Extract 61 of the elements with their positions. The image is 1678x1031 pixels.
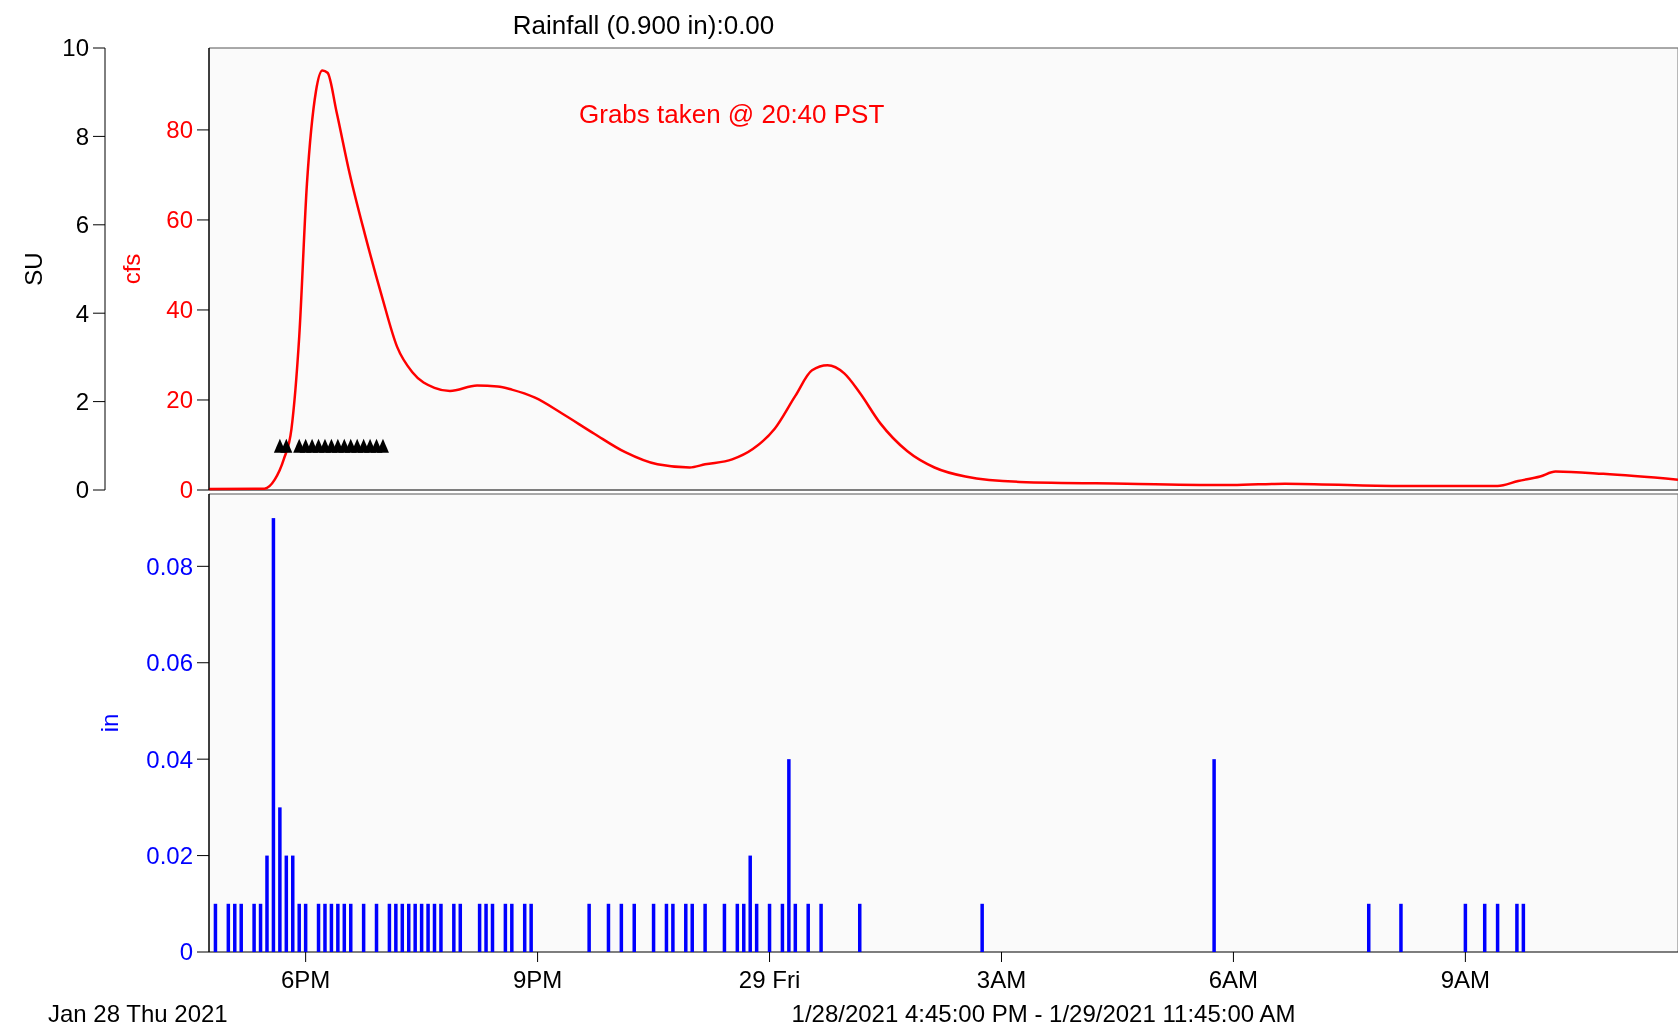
bar: [239, 903, 243, 952]
chart-title: Rainfall (0.900 in):0.00: [512, 10, 775, 40]
y2-tick-label: 6: [75, 211, 89, 239]
x-axis-title: 1/28/2021 4:45:00 PM - 1/29/2021 11:45:00 AM: [791, 1000, 1296, 1027]
y-tick-label: 20: [166, 386, 193, 414]
annotation: Grabs taken @ 20:40 PST: [579, 99, 885, 129]
y-tick-label: 0.04: [146, 745, 193, 773]
bar: [265, 855, 269, 952]
bar: [1399, 903, 1403, 952]
bar: [690, 903, 694, 952]
bar: [252, 903, 256, 952]
bar: [439, 903, 443, 952]
bar: [671, 903, 675, 952]
y2-tick-label: 2: [75, 388, 89, 415]
x-tick-label: 9PM: [512, 966, 563, 993]
bar: [787, 759, 791, 952]
bar: [980, 903, 984, 952]
y-tick-label: 0: [179, 476, 193, 504]
bar: [587, 903, 591, 952]
x-tick-label: 3AM: [976, 966, 1027, 993]
bar: [323, 903, 327, 952]
bar: [484, 903, 488, 952]
y-tick-label: 0: [179, 938, 193, 966]
y-axis-title: cfs: [118, 253, 145, 285]
y-tick-label: 40: [166, 296, 193, 324]
bar: [413, 903, 417, 952]
bar: [278, 807, 282, 952]
bar: [703, 903, 707, 952]
y2-tick-label: 0: [75, 476, 89, 504]
bar: [819, 903, 823, 952]
bar: [806, 903, 810, 952]
y-axis-title: in: [96, 713, 123, 733]
bar: [684, 903, 688, 952]
bar: [632, 903, 636, 952]
y-tick-label: 60: [166, 206, 193, 234]
bar: [510, 903, 514, 952]
y-tick-label: 0.08: [146, 552, 193, 580]
bar: [291, 855, 295, 952]
bar: [336, 903, 340, 952]
bar: [1515, 903, 1519, 952]
y2-tick-label: 8: [75, 122, 89, 150]
x-tick-label: 29 Fri: [738, 966, 801, 993]
bar: [233, 903, 237, 952]
y2-axis-title: SU: [20, 252, 47, 286]
text: Jan 28 Thu 2021: [48, 1000, 228, 1027]
bar: [426, 903, 430, 952]
bar: [394, 903, 398, 952]
bar: [748, 855, 752, 952]
y-tick-label: 80: [166, 116, 193, 144]
y-tick-label: 0.02: [146, 841, 193, 869]
x-tick-label: 6AM: [1208, 966, 1259, 993]
bar: [742, 903, 746, 952]
bar: [1212, 759, 1216, 952]
y-tick-label: 0.06: [146, 649, 193, 677]
x-tick-label: 9AM: [1440, 966, 1491, 993]
y2-tick-label: 4: [75, 299, 89, 327]
bar: [297, 903, 301, 952]
bar: [452, 903, 456, 952]
y2-tick-label: 10: [62, 34, 89, 62]
bar: [529, 903, 533, 952]
x-tick-label: 6PM: [280, 966, 331, 993]
